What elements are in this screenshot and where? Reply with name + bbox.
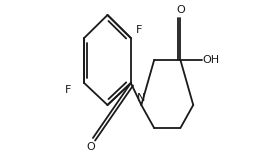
- Text: N: N: [137, 93, 145, 103]
- Text: O: O: [176, 5, 185, 15]
- Text: O: O: [86, 142, 95, 152]
- Text: F: F: [135, 25, 142, 35]
- Text: OH: OH: [203, 55, 220, 65]
- Text: F: F: [65, 85, 71, 95]
